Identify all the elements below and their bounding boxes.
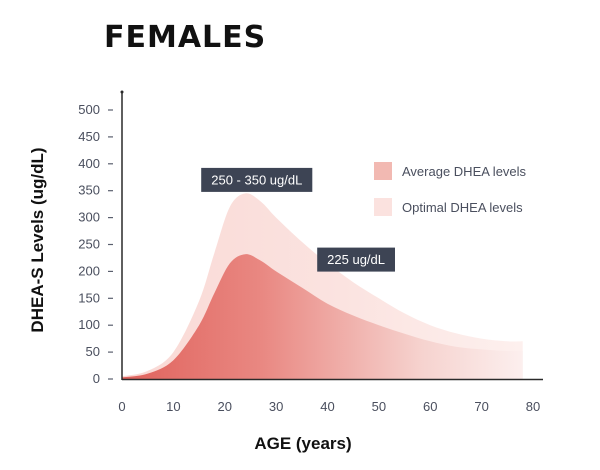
- legend-item-optimal: Optimal DHEA levels: [374, 196, 526, 218]
- x-axis-label: AGE (years): [254, 434, 352, 453]
- callout-average-peak: 225 ug/dL: [317, 247, 395, 272]
- x-tick-label-50: 50: [372, 399, 386, 414]
- callout-average-peak-text: 225 ug/dL: [327, 252, 385, 267]
- legend: Average DHEA levels Optimal DHEA levels: [374, 160, 526, 232]
- legend-label-average: Average DHEA levels: [402, 163, 527, 179]
- callout-optimal-range-text: 250 - 350 ug/dL: [211, 172, 302, 187]
- legend-label-optimal: Optimal DHEA levels: [402, 199, 523, 215]
- callout-optimal-range-box: [201, 167, 313, 192]
- callout-optimal-range: 250 - 350 ug/dL: [201, 167, 313, 192]
- y-tick-label-100: 100: [78, 317, 100, 332]
- y-tick-label-50: 50: [86, 344, 100, 359]
- chart-title: FEMALES: [104, 20, 267, 55]
- y-tick-label-250: 250: [78, 237, 100, 252]
- x-tick-label-60: 60: [423, 399, 437, 414]
- callout-average-peak-box: [317, 247, 395, 272]
- legend-swatch-average: [374, 162, 392, 180]
- y-tick-label-350: 350: [78, 183, 100, 198]
- y-tick-label-450: 450: [78, 129, 100, 144]
- x-tick-label-10: 10: [166, 399, 180, 414]
- x-tick-label-40: 40: [320, 399, 334, 414]
- legend-swatch-optimal: [374, 198, 392, 216]
- x-tick-label-70: 70: [474, 399, 488, 414]
- x-tick-label-80: 80: [526, 399, 540, 414]
- y-tick-label-200: 200: [78, 263, 100, 278]
- x-tick-label-0: 0: [118, 399, 125, 414]
- y-tick-label-500: 500: [78, 102, 100, 117]
- y-tick-label-300: 300: [78, 210, 100, 225]
- area-average: [122, 254, 523, 379]
- legend-item-average: Average DHEA levels: [374, 160, 526, 182]
- y-tick-label-150: 150: [78, 290, 100, 305]
- x-tick-label-30: 30: [269, 399, 283, 414]
- y-axis-tip: [120, 90, 124, 94]
- y-tick-label-400: 400: [78, 156, 100, 171]
- x-tick-label-20: 20: [218, 399, 232, 414]
- y-tick-label-0: 0: [93, 371, 100, 386]
